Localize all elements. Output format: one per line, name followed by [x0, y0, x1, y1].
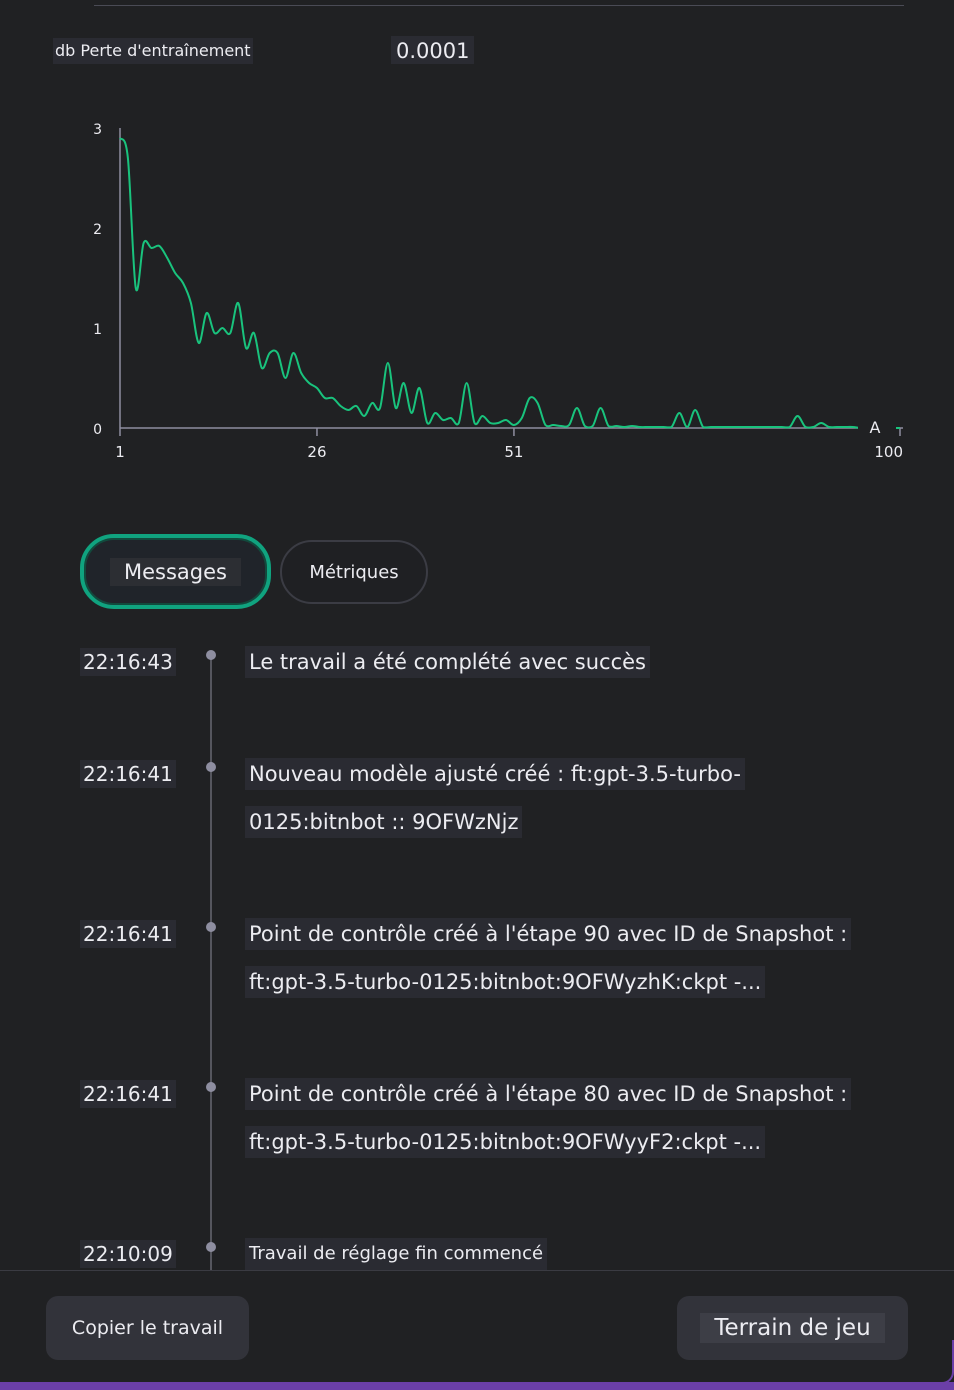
tab-messages-label: Messages	[110, 557, 241, 586]
event-message: Le travail a été complété avec succès	[245, 646, 651, 678]
event-message: 0125:bitnbot :: 9OFWzNjz	[245, 806, 523, 838]
event-message: Point de contrôle créé à l'étape 80 avec…	[245, 1078, 852, 1110]
metric-value: 0.0001	[391, 36, 475, 64]
tab-messages[interactable]: Messages	[80, 534, 271, 609]
loss-series-line	[119, 137, 900, 429]
marker-label: A	[870, 418, 881, 437]
footer-divider	[0, 1270, 954, 1271]
copy-job-button[interactable]: Copier le travail	[46, 1296, 249, 1360]
top-divider	[94, 5, 904, 6]
tab-metrics-label: Métriques	[309, 561, 399, 583]
x-tick-label: 51	[504, 443, 523, 461]
x-tick-label: 1	[115, 443, 125, 461]
y-tick-label: 2	[93, 222, 102, 238]
event-timestamp: 22:10:09	[80, 1240, 176, 1268]
event-timestamp: 22:16:41	[80, 920, 176, 948]
marker-background	[858, 414, 896, 436]
y-tick-label: 0	[93, 422, 102, 438]
y-tick-label: 1	[93, 322, 102, 338]
event-timestamp: 22:16:41	[80, 760, 176, 788]
event-message: Nouveau modèle ajusté créé : ft:gpt-3.5-…	[245, 758, 745, 790]
chart-axes	[119, 128, 903, 429]
event-message: ft:gpt-3.5-turbo-0125:bitnbot:9OFWyyF2:c…	[245, 1126, 766, 1158]
window-corner	[942, 1340, 954, 1384]
event-message: Point de contrôle créé à l'étape 90 avec…	[245, 918, 852, 950]
y-tick-label: 3	[93, 122, 102, 138]
playground-button-label: Terrain de jeu	[700, 1313, 885, 1343]
tab-metrics[interactable]: Métriques	[280, 540, 428, 604]
event-timestamp: 22:16:41	[80, 1080, 176, 1108]
timeline-line	[210, 656, 212, 1270]
event-timestamp: 22:16:43	[80, 648, 176, 676]
timeline-dot	[206, 1242, 216, 1252]
playground-button[interactable]: Terrain de jeu	[677, 1296, 908, 1360]
event-message: Travail de réglage fin commencé	[245, 1238, 548, 1270]
x-tick-label: 26	[307, 443, 326, 461]
x-tick-label: 100	[874, 443, 903, 461]
timeline-dot	[206, 922, 216, 932]
timeline-dot	[206, 1082, 216, 1092]
metric-label: db Perte d'entraînement	[53, 38, 253, 64]
bottom-accent-bar	[0, 1382, 954, 1390]
event-message: ft:gpt-3.5-turbo-0125:bitnbot:9OFWyzhK:c…	[245, 966, 766, 998]
timeline-dot	[206, 762, 216, 772]
timeline-dot	[206, 650, 216, 660]
chart-marker: A	[858, 414, 896, 437]
